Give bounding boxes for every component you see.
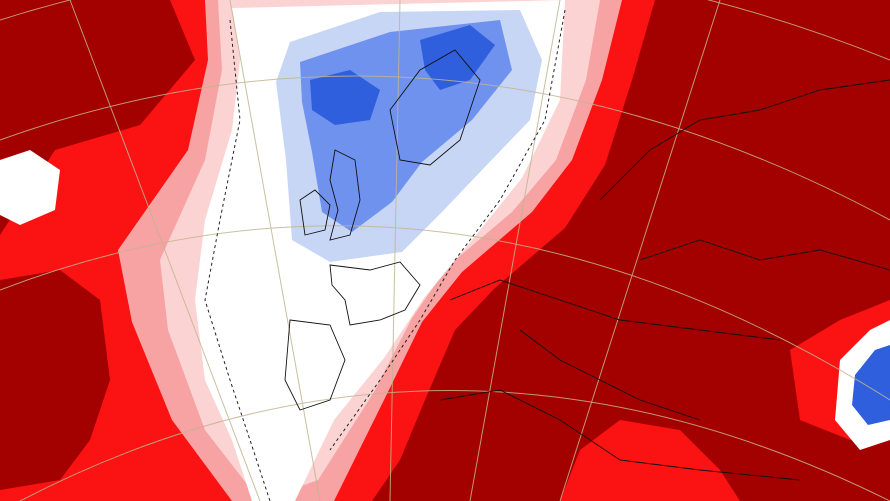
coastline — [284, 49, 890, 481]
right-blue-blob — [852, 345, 890, 425]
red-bottom-patch — [560, 420, 740, 501]
dark-blue-zone — [310, 25, 495, 125]
white-left-patch — [0, 150, 60, 225]
dark-red-patch — [0, 270, 110, 490]
zero-contour — [204, 9, 566, 501]
